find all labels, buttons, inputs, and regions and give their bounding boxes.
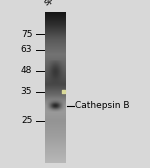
Text: 48: 48 — [21, 66, 32, 75]
Text: spleen: spleen — [42, 0, 69, 7]
Text: 63: 63 — [21, 45, 32, 54]
Text: 35: 35 — [21, 87, 32, 96]
Text: 75: 75 — [21, 30, 32, 39]
Text: 25: 25 — [21, 116, 32, 125]
Text: Cathepsin B: Cathepsin B — [75, 101, 129, 110]
